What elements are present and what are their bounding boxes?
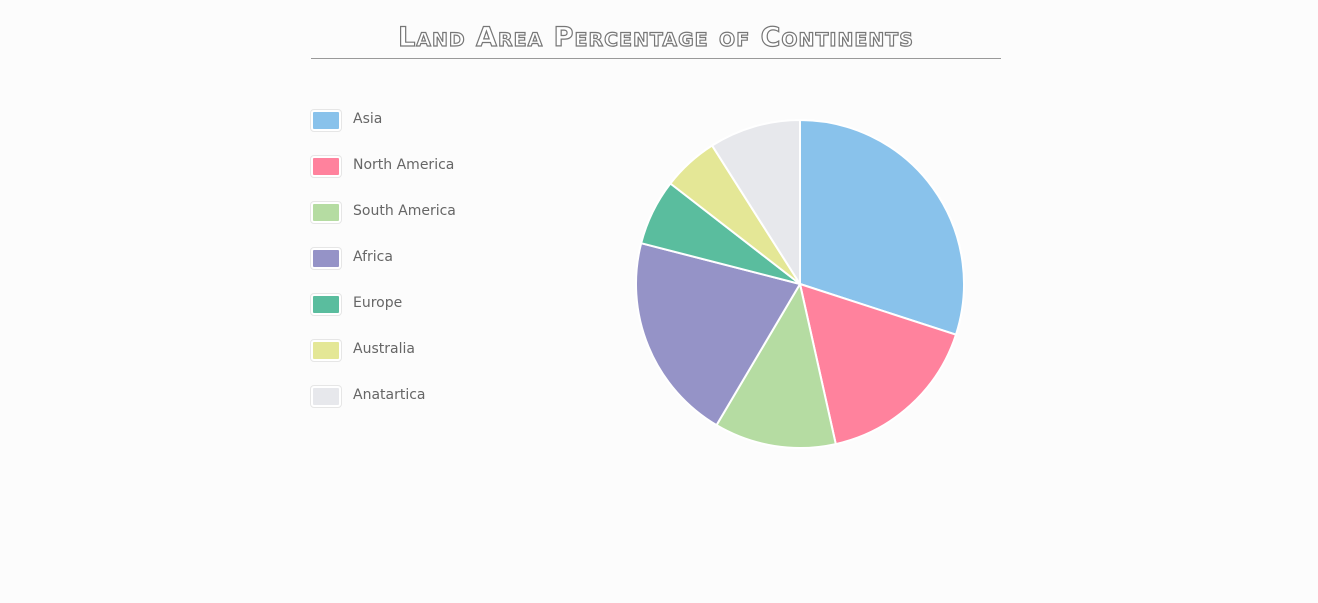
legend-label: Asia: [353, 111, 383, 127]
legend-label: Australia: [353, 341, 415, 357]
legend-label: South America: [353, 203, 456, 219]
legend-swatch: [311, 294, 341, 315]
legend-swatch: [311, 202, 341, 223]
legend-label: Anatartica: [353, 387, 426, 403]
legend-item[interactable]: Africa: [311, 247, 456, 293]
legend-item[interactable]: North America: [311, 155, 456, 201]
pie-chart: [635, 118, 965, 449]
chart-title: Land Area Percentage of Continents: [397, 21, 914, 53]
legend-swatch: [311, 340, 341, 361]
legend-item[interactable]: Europe: [311, 293, 456, 339]
chart-title-container: Land Area Percentage of Continents: [311, 18, 1001, 58]
pie-slice-africa[interactable]: [635, 241, 802, 427]
legend-swatch: [311, 386, 341, 407]
legend-swatch: [311, 248, 341, 269]
title-divider: [311, 58, 1001, 59]
legend-item[interactable]: Australia: [311, 339, 456, 385]
legend-swatch: [311, 110, 341, 131]
legend-label: North America: [353, 157, 455, 173]
legend-swatch: [311, 156, 341, 177]
pie-slice-anatartica[interactable]: [710, 118, 801, 288]
legend-item[interactable]: Anatartica: [311, 385, 456, 431]
legend-label: Europe: [353, 295, 403, 311]
legend-label: Africa: [353, 249, 393, 265]
pie-slice-south-america[interactable]: [715, 281, 837, 449]
chart-legend: Asia North America South America Africa Euro…: [311, 109, 456, 431]
pie-slice-asia[interactable]: [799, 118, 965, 336]
legend-item[interactable]: Asia: [311, 109, 456, 155]
pie-slice-north-america[interactable]: [798, 282, 958, 446]
legend-item[interactable]: South America: [311, 201, 456, 247]
